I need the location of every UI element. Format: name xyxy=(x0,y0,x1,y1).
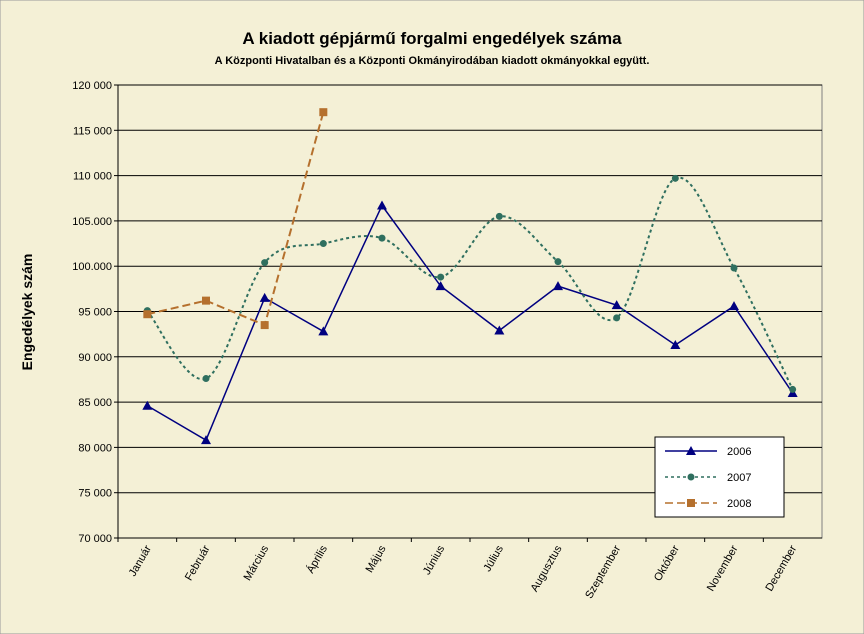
marker xyxy=(554,258,562,266)
marker xyxy=(259,292,270,302)
marker xyxy=(319,240,327,248)
marker xyxy=(611,300,622,310)
y-tick-label: 80 000 xyxy=(78,442,112,454)
marker xyxy=(553,281,563,291)
marker xyxy=(377,200,387,210)
legend-label: 2008 xyxy=(727,498,751,510)
marker xyxy=(495,212,503,220)
marker xyxy=(613,314,621,322)
legend-label: 2007 xyxy=(727,472,751,484)
marker xyxy=(686,446,696,455)
legend-box xyxy=(654,436,785,518)
marker xyxy=(202,375,210,383)
marker xyxy=(319,108,328,117)
legend-label: 2006 xyxy=(727,446,751,458)
y-tick-label: 70 000 xyxy=(78,533,112,545)
marker xyxy=(687,473,695,481)
marker xyxy=(789,385,797,393)
marker xyxy=(729,301,739,311)
marker xyxy=(435,281,446,291)
chart-subtitle: A Központi Hivatalban és a Központi Okmá… xyxy=(215,55,650,67)
series-line xyxy=(147,111,325,327)
y-tick-label: 75 000 xyxy=(78,488,112,500)
marker xyxy=(260,321,269,330)
chart-title: A kiadott gépjármű forgalmi engedélyek s… xyxy=(242,29,622,48)
series-line xyxy=(146,176,794,390)
y-tick-label: 115 000 xyxy=(73,125,112,137)
marker xyxy=(261,259,269,267)
marker xyxy=(687,499,695,507)
marker xyxy=(378,234,386,242)
y-tick-label: 100.000 xyxy=(72,261,112,273)
marker xyxy=(730,264,738,272)
y-tick-label: 95 000 xyxy=(78,307,112,319)
marker xyxy=(437,273,445,281)
marker xyxy=(494,325,505,335)
legend: 2006 2007 2008 xyxy=(654,436,785,518)
marker xyxy=(142,400,153,410)
marker xyxy=(143,310,152,319)
y-tick-label: 105.000 xyxy=(72,216,112,228)
marker xyxy=(671,174,679,182)
marker xyxy=(202,296,210,305)
y-tick-label: 90 000 xyxy=(78,352,112,364)
y-tick-label: 120 000 xyxy=(72,80,112,92)
marker xyxy=(201,435,211,445)
marker xyxy=(318,326,329,336)
y-tick-label: 85 000 xyxy=(78,397,112,409)
y-tick-label: 110 000 xyxy=(73,171,112,183)
marker xyxy=(670,340,681,350)
y-axis-label: Engedélyek szám xyxy=(19,254,35,371)
